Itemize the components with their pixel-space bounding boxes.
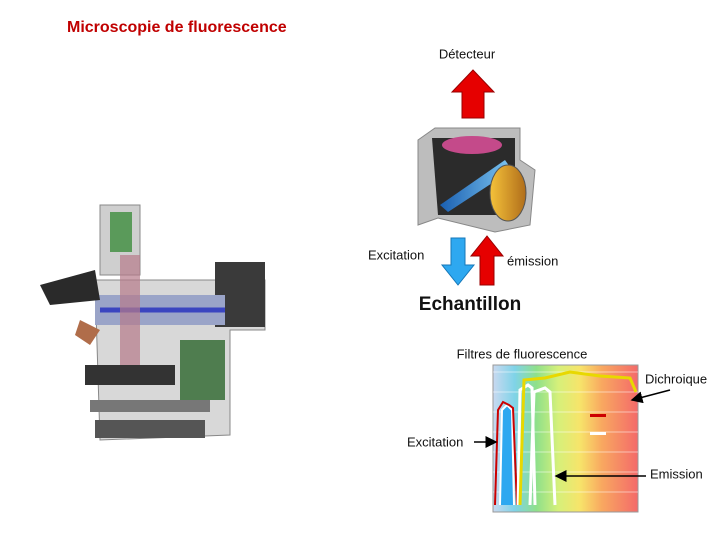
excitation-arrow	[440, 237, 476, 286]
spectrum-excitation-label: Excitation	[407, 434, 463, 449]
emission-arrow	[469, 235, 505, 286]
spectrum-chart	[492, 364, 639, 513]
dichroic-label: Dichroique	[645, 371, 707, 386]
microscope-illustration	[40, 204, 266, 441]
dichroic-pointer	[630, 389, 671, 404]
excitation-label: Excitation	[368, 247, 424, 262]
sample-label: Echantillon	[419, 294, 521, 315]
emission-label: émission	[507, 253, 558, 268]
detector-label: Détecteur	[439, 46, 496, 61]
slide-title: Microscopie de fluorescence	[67, 19, 287, 36]
spectrum-title: Filtres de fluorescence	[457, 346, 588, 361]
detector-arrow	[450, 69, 496, 119]
spectrum-emission-label: Emission	[650, 466, 703, 481]
filter-cube	[417, 127, 536, 233]
